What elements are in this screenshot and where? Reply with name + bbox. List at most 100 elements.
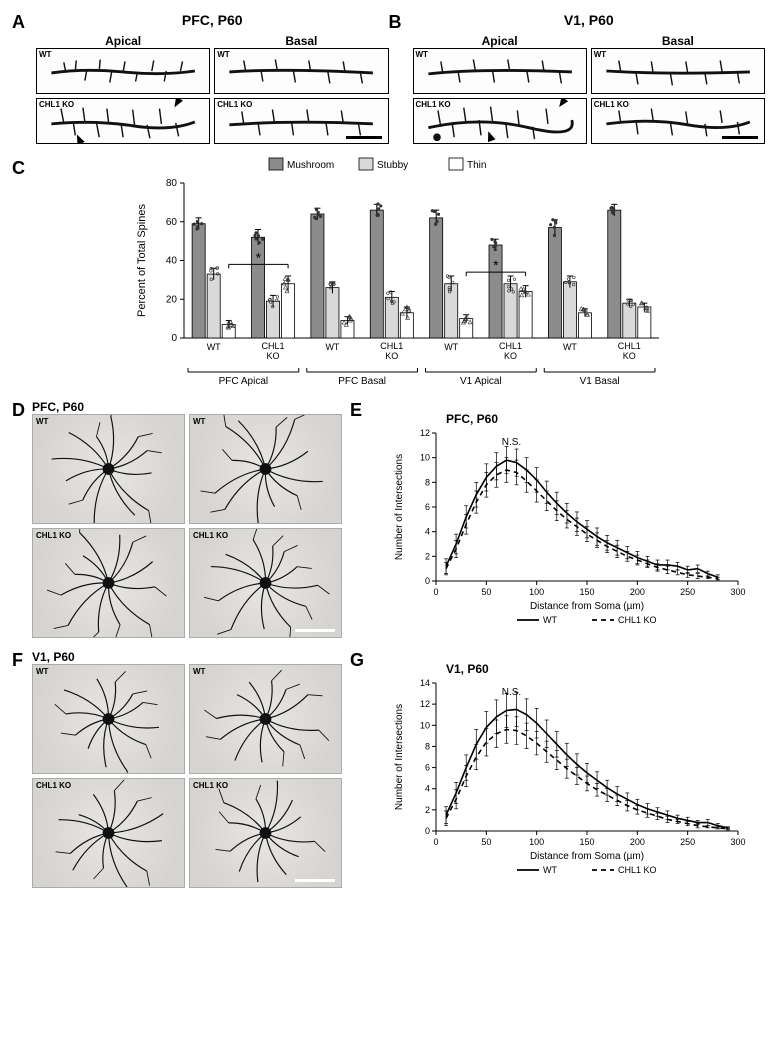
svg-text:14: 14 bbox=[419, 678, 429, 688]
scalebar bbox=[295, 629, 335, 632]
svg-text:12: 12 bbox=[419, 699, 429, 709]
neuron-micrograph: WT bbox=[189, 664, 342, 774]
svg-text:50: 50 bbox=[481, 837, 491, 847]
svg-text:WT: WT bbox=[325, 342, 339, 352]
svg-text:V1 Apical: V1 Apical bbox=[460, 376, 502, 387]
panel-g-letter: G bbox=[350, 650, 366, 888]
panel-a-letter: A bbox=[12, 12, 28, 144]
panel-a-col-basal: Basal bbox=[214, 34, 388, 48]
svg-text:CHL1: CHL1 bbox=[380, 341, 403, 351]
svg-text:WT: WT bbox=[543, 615, 557, 625]
svg-text:V1, P60: V1, P60 bbox=[446, 662, 489, 676]
panel-a: A PFC, P60 Apical WT bbox=[12, 12, 389, 144]
panel-b-col-apical: Apical bbox=[413, 34, 587, 48]
svg-text:6: 6 bbox=[424, 502, 429, 512]
svg-text:0: 0 bbox=[424, 576, 429, 586]
svg-text:Distance from Soma (µm): Distance from Soma (µm) bbox=[529, 851, 643, 862]
svg-text:CHL1 KO: CHL1 KO bbox=[618, 615, 657, 625]
panel-b-ko-basal: CHL1 KO bbox=[591, 98, 765, 144]
svg-text:PFC Apical: PFC Apical bbox=[218, 376, 267, 387]
panel-b: B V1, P60 Apical WT bbox=[389, 12, 766, 144]
svg-text:PFC Basal: PFC Basal bbox=[338, 376, 386, 387]
svg-text:150: 150 bbox=[579, 837, 594, 847]
svg-text:KO: KO bbox=[385, 351, 398, 361]
genotype-tag: WT bbox=[594, 50, 606, 59]
panel-b-title: V1, P60 bbox=[413, 12, 766, 28]
panel-a-wt-basal: WT bbox=[214, 48, 388, 94]
panel-b-wt-basal: WT bbox=[591, 48, 765, 94]
svg-text:200: 200 bbox=[629, 837, 644, 847]
bar-chart: MushroomStubbyThin020406080Percent of To… bbox=[129, 158, 669, 388]
panel-a-wt-apical: WT bbox=[36, 48, 210, 94]
neuron-micrograph: CHL1 KO bbox=[189, 778, 342, 888]
svg-text:10: 10 bbox=[419, 453, 429, 463]
figure: A PFC, P60 Apical WT bbox=[12, 12, 765, 888]
svg-text:*: * bbox=[255, 249, 261, 265]
svg-text:80: 80 bbox=[165, 178, 177, 189]
svg-text:WT: WT bbox=[206, 342, 220, 352]
genotype-tag: CHL1 KO bbox=[39, 100, 74, 109]
svg-text:8: 8 bbox=[424, 477, 429, 487]
genotype-tag: CHL1 KO bbox=[217, 100, 252, 109]
panel-b-ko-apical: CHL1 KO bbox=[413, 98, 587, 144]
svg-text:WT: WT bbox=[543, 865, 557, 875]
svg-text:KO: KO bbox=[266, 351, 279, 361]
svg-text:CHL1: CHL1 bbox=[261, 341, 284, 351]
svg-text:KO: KO bbox=[622, 351, 635, 361]
scalebar bbox=[346, 136, 382, 139]
svg-text:Mushroom: Mushroom bbox=[287, 160, 334, 171]
genotype-tag: WT bbox=[39, 50, 51, 59]
svg-text:CHL1 KO: CHL1 KO bbox=[618, 865, 657, 875]
svg-text:4: 4 bbox=[424, 527, 429, 537]
genotype-tag: WT bbox=[416, 50, 428, 59]
panel-c-letter: C bbox=[12, 158, 28, 388]
svg-text:0: 0 bbox=[424, 826, 429, 836]
genotype-tag: CHL1 KO bbox=[594, 100, 629, 109]
svg-text:PFC, P60: PFC, P60 bbox=[446, 412, 498, 426]
svg-text:WT: WT bbox=[562, 342, 576, 352]
svg-text:0: 0 bbox=[171, 333, 177, 344]
svg-text:0: 0 bbox=[433, 837, 438, 847]
panel-d-grid: WTWTCHL1 KOCHL1 KO bbox=[32, 414, 342, 638]
panel-row-fg: F V1, P60 WTWTCHL1 KOCHL1 KO G V1, P6002… bbox=[12, 650, 765, 888]
neuron-micrograph: CHL1 KO bbox=[189, 528, 342, 638]
svg-text:2: 2 bbox=[424, 805, 429, 815]
svg-text:Number of Intersections: Number of Intersections bbox=[394, 454, 405, 560]
svg-text:250: 250 bbox=[680, 587, 695, 597]
svg-text:200: 200 bbox=[629, 587, 644, 597]
svg-text:Number of Intersections: Number of Intersections bbox=[394, 704, 405, 810]
svg-text:300: 300 bbox=[730, 587, 745, 597]
svg-text:6: 6 bbox=[424, 763, 429, 773]
svg-text:Thin: Thin bbox=[467, 160, 486, 171]
svg-text:N.S.: N.S. bbox=[501, 437, 520, 448]
svg-text:KO: KO bbox=[504, 351, 517, 361]
panel-c: C MushroomStubbyThin020406080Percent of … bbox=[12, 158, 765, 388]
svg-text:50: 50 bbox=[481, 587, 491, 597]
neuron-micrograph: WT bbox=[32, 414, 185, 524]
svg-text:12: 12 bbox=[419, 428, 429, 438]
neuron-micrograph: WT bbox=[32, 664, 185, 774]
svg-text:V1 Basal: V1 Basal bbox=[579, 376, 619, 387]
panel-a-ko-basal: CHL1 KO bbox=[214, 98, 388, 144]
panel-f-grid: WTWTCHL1 KOCHL1 KO bbox=[32, 664, 342, 888]
panel-e-letter: E bbox=[350, 400, 366, 638]
scalebar bbox=[722, 136, 758, 139]
sholl-chart-g: V1, P6002468101214050100150200250300Dist… bbox=[388, 659, 748, 879]
scalebar bbox=[295, 879, 335, 882]
genotype-tag: CHL1 KO bbox=[416, 100, 451, 109]
svg-text:8: 8 bbox=[424, 741, 429, 751]
svg-text:100: 100 bbox=[529, 587, 544, 597]
svg-text:250: 250 bbox=[680, 837, 695, 847]
panel-f-title: V1, P60 bbox=[32, 650, 342, 664]
svg-text:300: 300 bbox=[730, 837, 745, 847]
panel-b-col-basal: Basal bbox=[591, 34, 765, 48]
panel-b-wt-apical: WT bbox=[413, 48, 587, 94]
panel-row-de: D PFC, P60 WTWTCHL1 KOCHL1 KO E PFC, P60… bbox=[12, 400, 765, 638]
svg-text:*: * bbox=[493, 257, 499, 273]
panel-b-letter: B bbox=[389, 12, 405, 144]
svg-text:Stubby: Stubby bbox=[377, 160, 408, 171]
svg-text:Percent of Total Spines: Percent of Total Spines bbox=[136, 204, 148, 317]
svg-text:2: 2 bbox=[424, 551, 429, 561]
panel-a-ko-apical: CHL1 KO bbox=[36, 98, 210, 144]
neuron-micrograph: CHL1 KO bbox=[32, 528, 185, 638]
